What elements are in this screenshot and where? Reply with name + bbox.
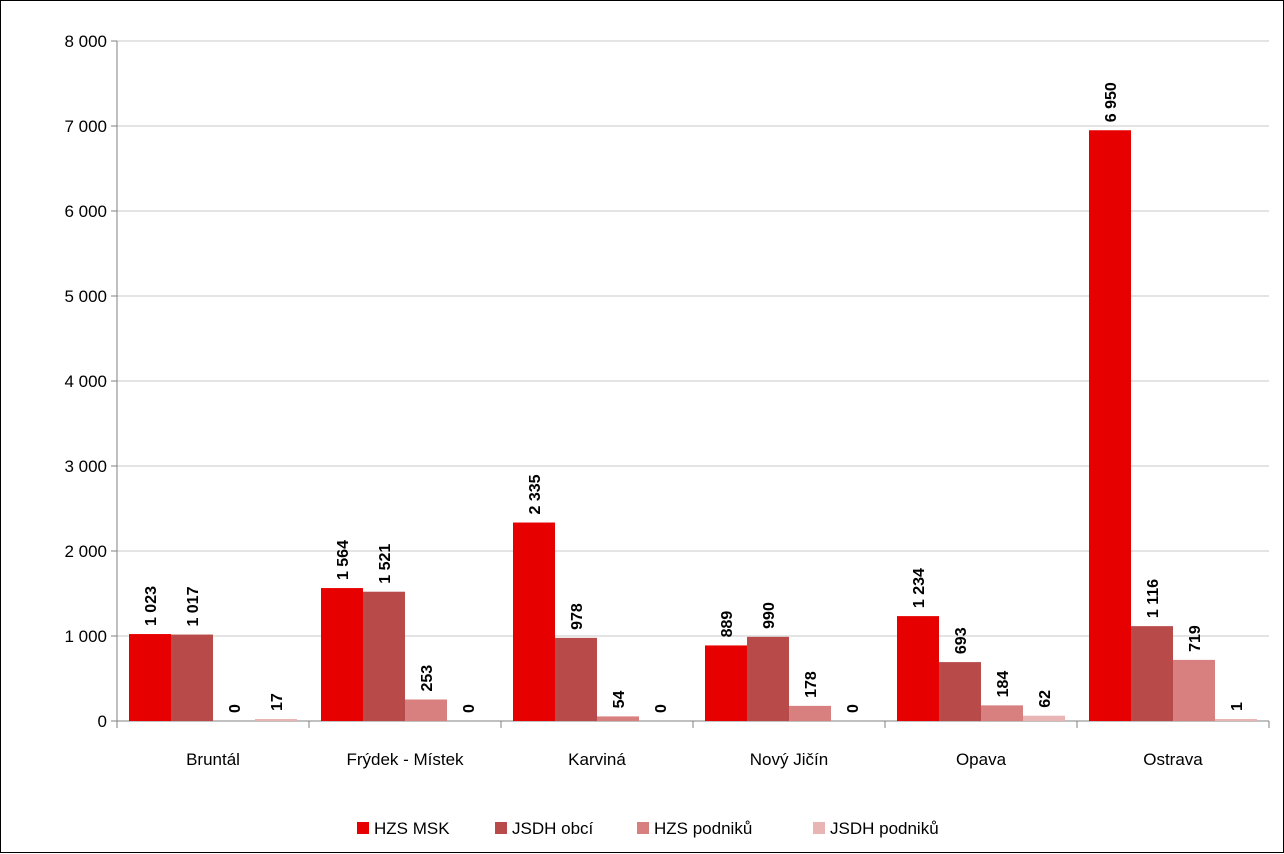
data-label: 978 xyxy=(569,603,586,630)
bar xyxy=(747,636,789,721)
data-label: 0 xyxy=(653,704,670,713)
data-label: 0 xyxy=(227,704,244,713)
bar xyxy=(555,637,597,721)
legend-swatch xyxy=(637,822,649,834)
data-label: 2 335 xyxy=(527,474,544,514)
bar xyxy=(597,716,639,721)
category-label: Opava xyxy=(956,750,1007,769)
legend: HZS MSK JSDH obcí HZS podniků JSDH podniků xyxy=(357,819,939,838)
data-label: 889 xyxy=(719,611,736,638)
y-tick-label: 1 000 xyxy=(64,627,107,646)
legend-item: HZS podniků xyxy=(637,819,752,838)
gridlines xyxy=(117,40,1269,637)
legend-swatch xyxy=(813,822,825,834)
y-tick-label: 8 000 xyxy=(64,32,107,51)
data-label: 1 017 xyxy=(185,586,202,626)
bar xyxy=(129,634,171,721)
bar xyxy=(939,662,981,721)
data-label: 693 xyxy=(953,627,970,654)
bar xyxy=(1131,626,1173,721)
bar xyxy=(1173,659,1215,721)
legend-label: JSDH podniků xyxy=(830,819,939,838)
data-label: 0 xyxy=(845,704,862,713)
data-label: 0 xyxy=(461,704,478,713)
bars xyxy=(129,130,1257,721)
data-label: 54 xyxy=(611,691,628,709)
bar xyxy=(897,616,939,721)
data-label: 990 xyxy=(761,602,778,629)
y-tick-label: 7 000 xyxy=(64,117,107,136)
category-label: Nový Jičín xyxy=(750,750,828,769)
data-label: 178 xyxy=(803,671,820,698)
legend-swatch xyxy=(357,822,369,834)
data-label: 1 521 xyxy=(377,544,394,584)
bar xyxy=(363,591,405,721)
y-tick-label: 0 xyxy=(98,712,107,731)
y-tick-label: 2 000 xyxy=(64,542,107,561)
data-label: 184 xyxy=(995,671,1012,698)
bar xyxy=(321,588,363,721)
legend-item: JSDH obcí xyxy=(495,819,594,838)
bar xyxy=(513,522,555,721)
data-label: 6 950 xyxy=(1103,82,1120,122)
bar xyxy=(789,705,831,721)
data-label: 1 xyxy=(1229,702,1246,711)
legend-label: HZS podniků xyxy=(654,819,752,838)
bar xyxy=(1215,719,1257,721)
data-label: 62 xyxy=(1037,690,1054,708)
data-label: 1 116 xyxy=(1145,579,1162,618)
bar xyxy=(1089,130,1131,721)
category-label: Karviná xyxy=(568,750,626,769)
legend-item: HZS MSK xyxy=(357,819,450,838)
y-tick-label: 3 000 xyxy=(64,457,107,476)
category-label: Ostrava xyxy=(1143,750,1203,769)
y-tick-label: 4 000 xyxy=(64,372,107,391)
data-label: 17 xyxy=(269,693,286,711)
data-label: 1 564 xyxy=(335,540,352,580)
legend-item: JSDH podniků xyxy=(813,819,939,838)
bar xyxy=(171,634,213,721)
data-label: 1 234 xyxy=(911,568,928,608)
legend-label: HZS MSK xyxy=(374,819,450,838)
data-label: 1 023 xyxy=(143,586,160,626)
y-tick-label: 5 000 xyxy=(64,287,107,306)
legend-label: JSDH obcí xyxy=(512,819,594,838)
bar xyxy=(405,699,447,721)
category-label: Bruntál xyxy=(186,750,240,769)
bar xyxy=(981,705,1023,721)
y-tick-label: 6 000 xyxy=(64,202,107,221)
bar xyxy=(705,645,747,721)
data-label: 719 xyxy=(1187,625,1204,652)
bar xyxy=(1023,715,1065,721)
data-label: 253 xyxy=(419,665,436,692)
bar xyxy=(255,719,297,721)
legend-swatch xyxy=(495,822,507,834)
category-label: Frýdek - Místek xyxy=(346,750,464,769)
